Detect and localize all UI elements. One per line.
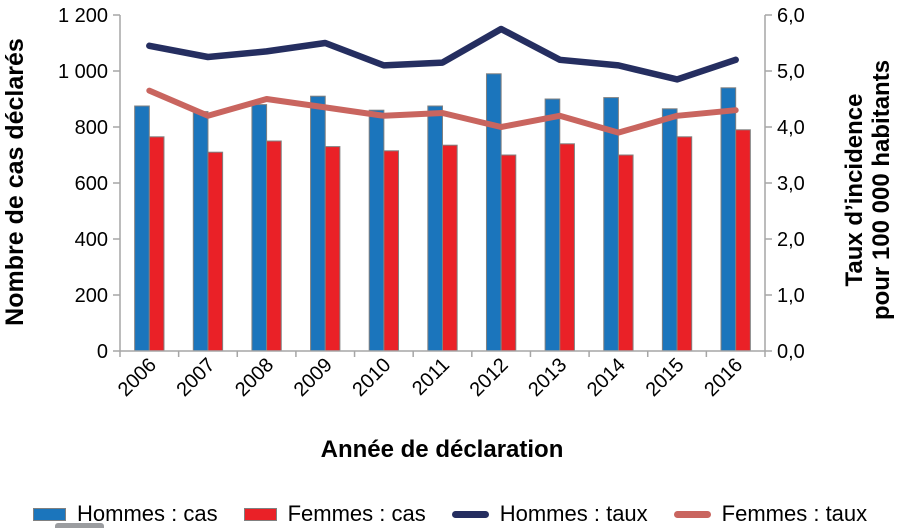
bar-hommes-2015 bbox=[661, 108, 678, 352]
legend-label-femmes-cas: Femmes : cas bbox=[287, 501, 426, 526]
bar-hommes-2006 bbox=[134, 105, 150, 352]
x-axis-title: Année de déclaration bbox=[320, 436, 564, 463]
bar-femmes-2009 bbox=[324, 146, 341, 352]
legend-swatch-femmes-taux-icon bbox=[673, 510, 711, 518]
bar-femmes-2012 bbox=[500, 154, 517, 352]
bar-hommes-2012 bbox=[485, 73, 502, 352]
left-axis-tick-label: 200 bbox=[75, 285, 108, 307]
bar-femmes-2015 bbox=[676, 136, 693, 352]
legend-label-hommes-cas: Hommes : cas bbox=[77, 501, 218, 526]
right-axis-title-line1: Taux d’incidence bbox=[841, 93, 868, 287]
left-axis-tick-label: 400 bbox=[75, 229, 108, 251]
legend-item-femmes-taux: Femmes : taux bbox=[673, 501, 868, 527]
x-tick-label-2012: 2012 bbox=[466, 354, 513, 401]
left-axis-tick-label: 1 000 bbox=[58, 61, 108, 83]
line-hommes-taux bbox=[146, 25, 739, 83]
right-axis-tick-label: 6,0 bbox=[777, 5, 805, 27]
right-axis-tick-label: 4,0 bbox=[777, 117, 805, 139]
right-axis-tick-label: 3,0 bbox=[777, 173, 805, 195]
right-axis-tick-label: 1,0 bbox=[777, 285, 805, 307]
left-axis-tick-label: 0 bbox=[97, 341, 108, 363]
x-tick-label-2007: 2007 bbox=[172, 354, 219, 401]
legend-item-hommes-cas: Hommes : cas bbox=[33, 501, 218, 527]
right-axis-tick-label: 2,0 bbox=[777, 229, 805, 251]
right-axis-tick-label: 5,0 bbox=[777, 61, 805, 83]
bar-femmes-2016 bbox=[735, 129, 751, 352]
right-axis-tick-label: 0,0 bbox=[777, 341, 805, 363]
bar-hommes-2014 bbox=[603, 97, 619, 352]
left-axis-title: Nombre de cas déclarés bbox=[1, 38, 29, 326]
bar-hommes-2010 bbox=[368, 109, 385, 352]
bar-hommes-2016 bbox=[720, 87, 737, 352]
x-tick-label-2009: 2009 bbox=[290, 354, 337, 401]
legend-swatch-hommes-cas-icon bbox=[33, 507, 66, 521]
bar-femmes-2013 bbox=[559, 143, 575, 352]
legend-item-femmes-cas: Femmes : cas bbox=[243, 501, 426, 527]
bar-femmes-2014 bbox=[617, 154, 634, 352]
x-tick-label-2015: 2015 bbox=[642, 354, 689, 401]
left-axis-tick-label: 1 200 bbox=[58, 5, 108, 27]
left-axis-tick-label: 600 bbox=[75, 173, 108, 195]
bar-hommes-2013 bbox=[544, 98, 561, 352]
x-tick-label-2010: 2010 bbox=[348, 354, 395, 401]
x-tick-label-2016: 2016 bbox=[700, 354, 747, 401]
bar-hommes-2007 bbox=[192, 111, 209, 352]
bar-femmes-2010 bbox=[383, 150, 400, 352]
legend: Hommes : cas Femmes : cas Hommes : taux … bbox=[33, 501, 867, 527]
right-axis-title-line2: pour 100 000 habitants bbox=[868, 59, 895, 321]
x-tick-label-2013: 2013 bbox=[524, 354, 571, 401]
left-axis-tick-label: 800 bbox=[75, 117, 108, 139]
x-tick-label-2006: 2006 bbox=[114, 354, 161, 401]
bar-femmes-2008 bbox=[266, 140, 282, 352]
x-tick-label-2011: 2011 bbox=[408, 354, 454, 400]
legend-swatch-femmes-cas-icon bbox=[243, 507, 277, 521]
bar-femmes-2007 bbox=[207, 151, 224, 352]
legend-label-femmes-taux: Femmes : taux bbox=[721, 501, 868, 526]
right-axis-title: Taux d’incidence pour 100 000 habitants bbox=[841, 20, 895, 360]
plot-svg: 0 200 400 600 800 1 000 1 200 0,0 1,0 2,0 3,0 4,0 5,… bbox=[58, 5, 805, 401]
bar-hommes-2008 bbox=[251, 104, 268, 352]
bar-hommes-2009 bbox=[310, 95, 326, 352]
bar-femmes-2006 bbox=[148, 136, 165, 352]
x-tick-label-2008: 2008 bbox=[231, 354, 278, 401]
cropped-legend-swatch-fragment bbox=[55, 523, 104, 528]
legend-label-hommes-taux: Hommes : taux bbox=[499, 501, 648, 526]
bar-femmes-2011 bbox=[442, 144, 458, 352]
x-tick-label-2014: 2014 bbox=[583, 354, 630, 401]
line-femmes-taux bbox=[146, 87, 739, 136]
legend-item-hommes-taux: Hommes : taux bbox=[451, 501, 648, 527]
bar-hommes-2011 bbox=[427, 105, 444, 352]
legend-swatch-hommes-taux-icon bbox=[451, 510, 489, 518]
